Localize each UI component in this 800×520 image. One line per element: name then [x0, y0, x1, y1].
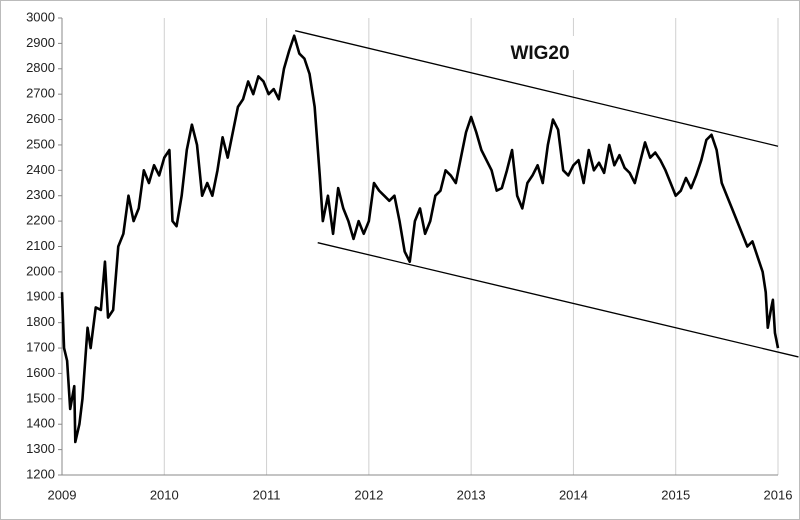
label-layer: 1200 1300 1400 1500 1600 1700 1800 1900 2000 2100…	[26, 9, 792, 502]
x-tick-label: 2015	[661, 487, 690, 502]
x-tick-label: 2010	[150, 487, 179, 502]
y-tick-label: 2100	[26, 238, 55, 253]
y-tick-label: 2600	[26, 111, 55, 126]
title-box	[488, 36, 592, 70]
chart-title: WIG20	[510, 43, 569, 64]
y-tick-label: 2200	[26, 213, 55, 228]
x-tick-label: 2013	[457, 487, 486, 502]
plot-layer	[60, 30, 799, 444]
y-tick-label: 1500	[26, 390, 55, 405]
y-tick-label: 1300	[26, 441, 55, 456]
data-line	[60, 34, 780, 444]
trend-line	[317, 242, 799, 358]
x-tick-label: 2014	[559, 487, 588, 502]
y-tick-label: 3000	[26, 9, 55, 24]
y-tick-label: 2800	[26, 60, 55, 75]
y-tick-label: 2500	[26, 136, 55, 151]
y-tick-label: 2700	[26, 86, 55, 101]
trend-line	[295, 30, 779, 147]
y-tick-label: 1200	[26, 466, 55, 481]
y-tick-label: 1400	[26, 416, 55, 431]
y-tick-label: 1900	[26, 289, 55, 304]
x-tick-label: 2011	[253, 487, 281, 502]
x-tick-label: 2016	[764, 487, 793, 502]
y-tick-label: 1600	[26, 365, 55, 380]
x-tick-label: 2012	[354, 487, 383, 502]
y-tick-label: 2900	[26, 35, 55, 50]
y-tick-label: 2400	[26, 162, 55, 177]
grid-layer	[58, 17, 779, 476]
y-tick-label: 1800	[26, 314, 55, 329]
y-tick-label: 1700	[26, 339, 55, 354]
y-tick-label: 2000	[26, 263, 55, 278]
x-tick-label: 2009	[48, 487, 77, 502]
y-tick-label: 2300	[26, 187, 55, 202]
